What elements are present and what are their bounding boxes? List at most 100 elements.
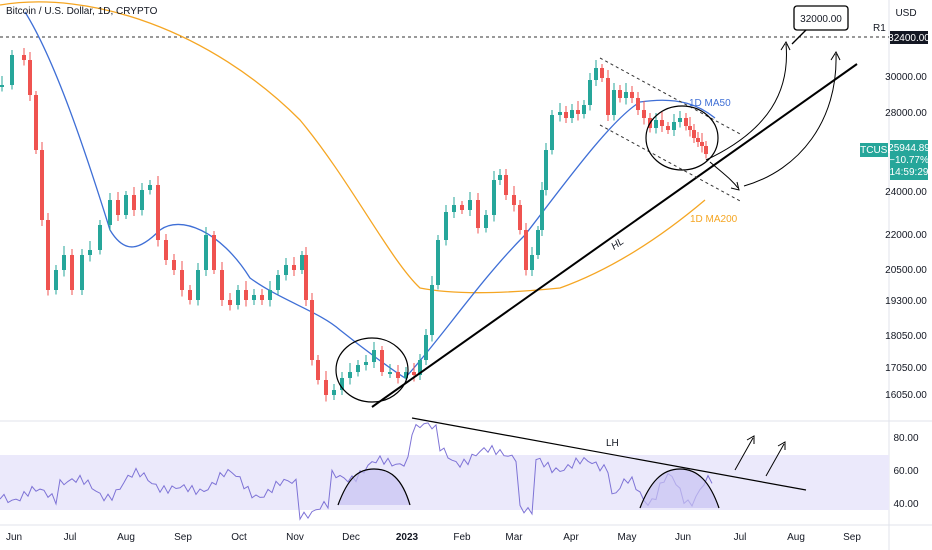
target-callout-box <box>793 5 849 31</box>
candle-body <box>558 112 562 115</box>
candle-body <box>570 110 574 118</box>
projection-arrow-1 <box>705 43 787 161</box>
candle-body <box>380 350 384 372</box>
time-tick-jun: Jun <box>6 532 22 543</box>
channel-upper-line <box>599 57 743 136</box>
candle-body <box>512 195 516 205</box>
candle-body <box>436 240 440 285</box>
time-axis[interactable]: Jun Jul Aug Sep Oct Nov Dec 2023 Feb Mar… <box>6 532 861 543</box>
time-tick-jul-2023: Jul <box>734 532 747 543</box>
time-tick-mar: Mar <box>505 532 523 543</box>
candle-body <box>276 275 280 290</box>
rsi-arrowhead-2 <box>777 441 786 450</box>
lh-label: LH <box>606 438 619 449</box>
time-tick-apr: Apr <box>563 532 579 543</box>
candle-body <box>388 372 392 374</box>
rsi-tick-40: 40.00 <box>893 499 918 510</box>
price-tick-30000: 30000.00 <box>885 72 927 83</box>
candle-body <box>124 195 128 215</box>
last-price-text: 25944.89 <box>888 143 930 154</box>
price-tick-18050: 18050.00 <box>885 331 927 342</box>
price-axis[interactable]: R1 32400.00 30000.00 28000.00 24000.00 2… <box>853 23 930 510</box>
candle-body <box>600 68 604 78</box>
candle-body <box>324 380 328 395</box>
projection-arrow-2 <box>709 161 739 189</box>
r1-label: R1 <box>873 23 886 34</box>
last-price-change: −10.77% <box>889 155 929 166</box>
time-tick-may: May <box>618 532 637 543</box>
candle-body <box>148 185 152 190</box>
candle-body <box>688 126 692 130</box>
candle-body <box>624 92 628 98</box>
candle-body <box>530 255 534 270</box>
candle-body <box>252 295 256 300</box>
candle-body <box>0 85 4 87</box>
candle-body <box>452 205 456 212</box>
candle-body <box>62 255 66 270</box>
candle-body <box>212 235 216 270</box>
time-tick-sep: Sep <box>174 532 192 543</box>
lh-trendline <box>411 417 807 491</box>
price-tick-28000: 28000.00 <box>885 108 927 119</box>
candle-body <box>492 180 496 215</box>
candle-body <box>132 195 136 210</box>
time-tick-nov: Nov <box>286 532 304 543</box>
candle-body <box>536 230 540 255</box>
candle-body <box>10 55 14 85</box>
candle-body <box>140 190 144 210</box>
top-circle <box>645 105 719 171</box>
projection-arrowhead-2 <box>730 181 740 191</box>
candle-body <box>28 60 32 95</box>
candle-body <box>606 78 610 115</box>
candle-body <box>164 240 168 260</box>
candle-body <box>630 92 634 98</box>
candle-body <box>22 55 26 60</box>
candle-body <box>304 255 308 300</box>
candle-body <box>180 270 184 290</box>
rsi-arrowhead-1 <box>746 435 755 444</box>
candle-body <box>80 255 84 290</box>
time-tick-oct: Oct <box>231 532 247 543</box>
rsi-top-arc <box>639 468 720 509</box>
candle-body <box>564 112 568 118</box>
candle-body <box>612 90 616 115</box>
ma200-line <box>0 1 706 294</box>
candle-body <box>300 255 304 270</box>
last-price-countdown: 14:59:29 <box>890 167 929 178</box>
candle-body <box>98 225 102 250</box>
rsi-tick-80: 80.00 <box>893 433 918 444</box>
price-tick-20500: 20500.00 <box>885 265 927 276</box>
candle-body <box>424 335 428 360</box>
target-callout-text: 32000.00 <box>800 14 842 25</box>
target-callout-pointer <box>791 29 807 45</box>
rsi-band <box>0 455 889 510</box>
time-tick-sep-2023: Sep <box>843 532 861 543</box>
candle-body <box>332 390 336 395</box>
candle-body <box>46 220 50 290</box>
candle-body <box>696 138 700 142</box>
candle-body <box>672 122 676 130</box>
projection-arrow-3 <box>743 53 837 187</box>
candle-body <box>244 290 248 300</box>
candle-body <box>518 205 522 230</box>
channel-lower-line <box>599 124 743 203</box>
time-tick-aug-2023: Aug <box>787 532 805 543</box>
candle-body <box>460 205 464 210</box>
time-tick-dec: Dec <box>342 532 360 543</box>
candle-body <box>678 118 682 122</box>
price-tick-17050: 17050.00 <box>885 363 927 374</box>
time-tick-aug: Aug <box>117 532 135 543</box>
candle-body <box>540 190 544 230</box>
candle-body <box>236 290 240 305</box>
candle-body <box>476 200 480 228</box>
last-price-badge <box>890 140 928 180</box>
candle-body <box>316 360 320 380</box>
candle-body <box>704 146 708 154</box>
symbol-badge-text: BTCUSD <box>853 145 894 156</box>
candle-body <box>684 118 688 126</box>
price-tick-19300: 19300.00 <box>885 296 927 307</box>
rsi-bottom-arc <box>337 468 411 506</box>
projection-arrowhead-3 <box>830 50 841 61</box>
candle-body <box>468 200 472 210</box>
